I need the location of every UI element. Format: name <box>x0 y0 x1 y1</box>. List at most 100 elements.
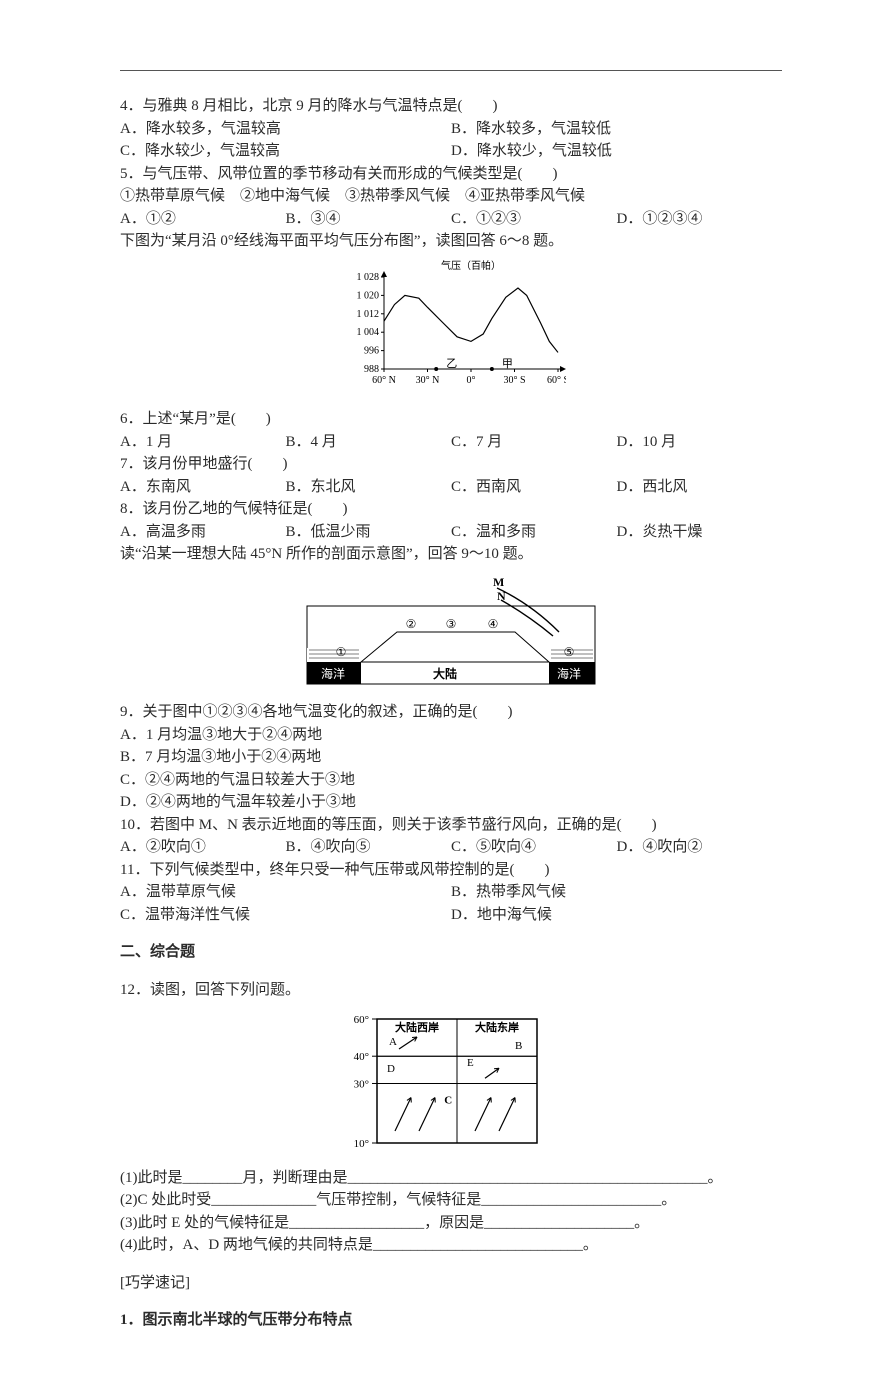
pressure-chart: 气压（百帕） 1 028 1 020 1 012 1 004 996 98860° N 30°… <box>336 257 566 397</box>
q11-opt-d: D．地中海气候 <box>451 904 782 927</box>
svg-text:988: 988 <box>364 364 379 375</box>
q6-stem: 6．上述“某月”是( ) <box>120 408 782 431</box>
svg-text:⑤: ⑤ <box>564 645 575 659</box>
svg-text:E: E <box>467 1057 474 1069</box>
q8-opt-b: B．低温少雨 <box>286 521 452 544</box>
q12-stem: 12．读图，回答下列问题。 <box>120 979 782 1002</box>
pressure-chart-figure: 气压（百帕） 1 028 1 020 1 012 1 004 996 98860° N 30°… <box>120 257 782 405</box>
q7-opt-a: A．东南风 <box>120 476 286 499</box>
q6-opt-d: D．10 月 <box>617 431 783 454</box>
q6-opt-b: B．4 月 <box>286 431 452 454</box>
svg-text:大陆东岸: 大陆东岸 <box>475 1020 519 1034</box>
continent-section-figure: 海洋 大陆 海洋 ① ② ③ ④ ⑤ MN <box>120 570 782 698</box>
q12-sub1: (1)此时是________月，判断理由是___________________… <box>120 1167 782 1190</box>
svg-text:D: D <box>387 1063 395 1075</box>
wind-belt-chart: 60° 40° 30° 10° 大陆西岸 大陆东岸 A B D E C <box>341 1005 561 1155</box>
svg-text:N: N <box>497 589 506 603</box>
svg-text:③: ③ <box>446 617 457 631</box>
q6-opt-a: A．1 月 <box>120 431 286 454</box>
svg-text:④: ④ <box>488 617 499 631</box>
svg-text:30° S: 30° S <box>503 375 525 386</box>
q5-items: ①热带草原气候 ②地中海气候 ③热带季风气候 ④亚热带季风气候 <box>120 185 782 208</box>
q4-options: A．降水较多，气温较高 B．降水较多，气温较低 C．降水较少，气温较高 D．降水… <box>120 118 782 163</box>
svg-text:996: 996 <box>364 345 379 356</box>
q7-opt-d: D．西北风 <box>617 476 783 499</box>
svg-text:10°: 10° <box>354 1138 369 1150</box>
svg-text:海洋: 海洋 <box>557 666 581 681</box>
svg-text:B: B <box>515 1040 522 1052</box>
q12-sub3: (3)此时 E 处的气候特征是__________________，原因是___… <box>120 1212 782 1235</box>
q8-stem: 8．该月份乙地的气候特征是( ) <box>120 498 782 521</box>
q8-opt-d: D．炎热干燥 <box>617 521 783 544</box>
svg-text:甲: 甲 <box>502 358 513 370</box>
q6-options: A．1 月 B．4 月 C．7 月 D．10 月 <box>120 431 782 454</box>
svg-text:60° N: 60° N <box>372 375 396 386</box>
q11-opt-b: B．热带季风气候 <box>451 881 782 904</box>
q5-opt-a: A．①② <box>120 208 286 231</box>
q5-options: A．①② B．③④ C．①②③ D．①②③④ <box>120 208 782 231</box>
svg-text:②: ② <box>406 617 417 631</box>
q11-opt-a: A．温带草原气候 <box>120 881 451 904</box>
svg-text:1 012: 1 012 <box>357 308 380 319</box>
svg-text:乙: 乙 <box>446 357 457 370</box>
svg-text:C: C <box>444 1094 452 1106</box>
q12-sub2: (2)C 处此时受______________气压带控制，气候特征是______… <box>120 1189 782 1212</box>
svg-text:气压（百帕）: 气压（百帕） <box>441 259 501 272</box>
section-2-title: 二、综合题 <box>120 941 782 964</box>
q9-stem: 9．关于图中①②③④各地气温变化的叙述，正确的是( ) <box>120 701 782 724</box>
q10-opt-c: C．⑤吹向④ <box>451 836 617 859</box>
svg-text:40°: 40° <box>354 1051 369 1063</box>
q10-stem: 10．若图中 M、N 表示近地面的等压面，则关于该季节盛行风向，正确的是( ) <box>120 814 782 837</box>
study-tag: [巧学速记] <box>120 1272 782 1295</box>
svg-text:60° S: 60° S <box>547 375 566 386</box>
narration-6to8: 下图为“某月沿 0°经线海平面平均气压分布图”，读图回答 6～8 题。 <box>120 230 782 253</box>
svg-text:A: A <box>389 1036 397 1048</box>
svg-text:30°: 30° <box>354 1078 369 1090</box>
q9-opt-c: C．②④两地的气温日较差大于③地 <box>120 769 782 792</box>
q5-opt-d: D．①②③④ <box>617 208 783 231</box>
q7-stem: 7．该月份甲地盛行( ) <box>120 453 782 476</box>
q10-opt-d: D．④吹向② <box>617 836 783 859</box>
svg-text:大陆西岸: 大陆西岸 <box>395 1020 439 1034</box>
svg-text:1 028: 1 028 <box>357 272 380 283</box>
q7-options: A．东南风 B．东北风 C．西南风 D．西北风 <box>120 476 782 499</box>
q10-opt-a: A．②吹向① <box>120 836 286 859</box>
q11-options: A．温带草原气候 B．热带季风气候 C．温带海洋性气候 D．地中海气候 <box>120 881 782 926</box>
q4-opt-d: D．降水较少，气温较低 <box>451 140 782 163</box>
svg-text:大陆: 大陆 <box>433 666 457 681</box>
q10-options: A．②吹向① B．④吹向⑤ C．⑤吹向④ D．④吹向② <box>120 836 782 859</box>
q8-options: A．高温多雨 B．低温少雨 C．温和多雨 D．炎热干燥 <box>120 521 782 544</box>
q8-opt-c: C．温和多雨 <box>451 521 617 544</box>
q4-stem: 4．与雅典 8 月相比，北京 9 月的降水与气温特点是( ) <box>120 95 782 118</box>
q4-opt-b: B．降水较多，气温较低 <box>451 118 782 141</box>
svg-text:海洋: 海洋 <box>321 666 345 681</box>
q9-opt-b: B．7 月均温③地小于②④两地 <box>120 746 782 769</box>
q11-stem: 11．下列气候类型中，终年只受一种气压带或风带控制的是( ) <box>120 859 782 882</box>
q8-opt-a: A．高温多雨 <box>120 521 286 544</box>
q10-opt-b: B．④吹向⑤ <box>286 836 452 859</box>
q4-opt-c: C．降水较少，气温较高 <box>120 140 451 163</box>
top-rule <box>120 70 782 71</box>
svg-text:1 020: 1 020 <box>357 290 380 301</box>
narration-9to10: 读“沿某一理想大陆 45°N 所作的剖面示意图”，回答 9～10 题。 <box>120 543 782 566</box>
q6-opt-c: C．7 月 <box>451 431 617 454</box>
svg-text:60°: 60° <box>354 1014 369 1026</box>
svg-text:0°: 0° <box>467 375 476 386</box>
q7-opt-b: B．东北风 <box>286 476 452 499</box>
svg-text:30° N: 30° N <box>416 375 440 386</box>
svg-text:①: ① <box>336 645 347 659</box>
q5-opt-b: B．③④ <box>286 208 452 231</box>
wind-belt-figure: 60° 40° 30° 10° 大陆西岸 大陆东岸 A B D E C <box>120 1005 782 1163</box>
svg-text:1 004: 1 004 <box>357 327 380 338</box>
q5-opt-c: C．①②③ <box>451 208 617 231</box>
q9-opt-d: D．②④两地的气温年较差小于③地 <box>120 791 782 814</box>
svg-text:M: M <box>493 575 504 589</box>
q12-sub4: (4)此时，A、D 两地气候的共同特点是____________________… <box>120 1234 782 1257</box>
continent-section-chart: 海洋 大陆 海洋 ① ② ③ ④ ⑤ MN <box>301 570 601 690</box>
q11-opt-c: C．温带海洋性气候 <box>120 904 451 927</box>
study-point-1: 1．图示南北半球的气压带分布特点 <box>120 1309 782 1332</box>
q4-opt-a: A．降水较多，气温较高 <box>120 118 451 141</box>
q5-stem: 5．与气压带、风带位置的季节移动有关而形成的气候类型是( ) <box>120 163 782 186</box>
q9-opt-a: A．1 月均温③地大于②④两地 <box>120 724 782 747</box>
q7-opt-c: C．西南风 <box>451 476 617 499</box>
